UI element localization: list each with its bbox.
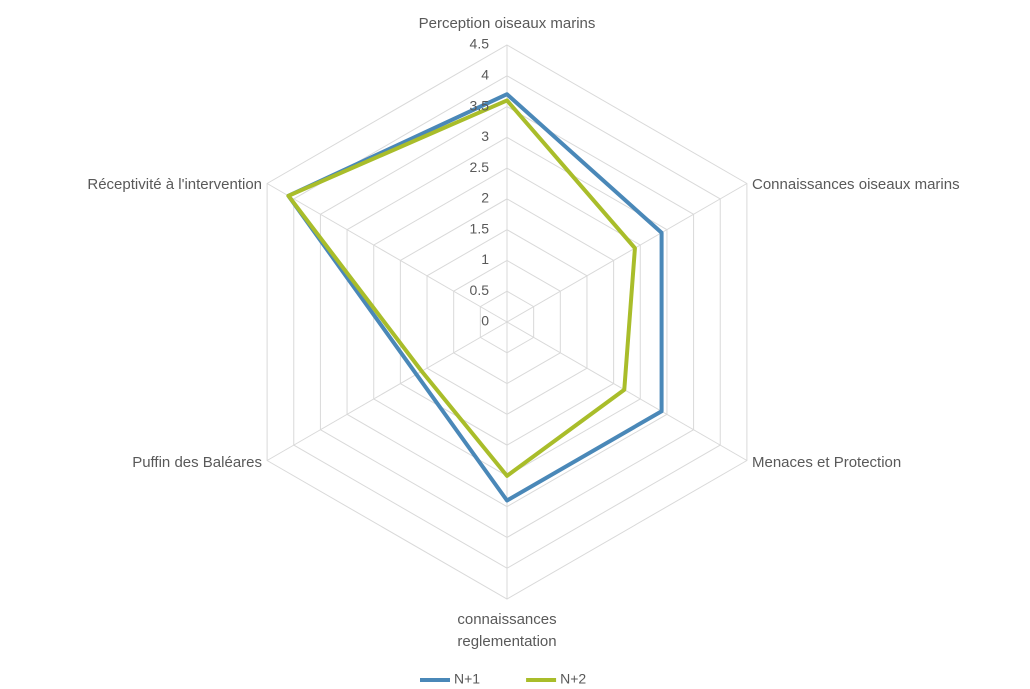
- y-tick-label: 0.5: [470, 282, 490, 298]
- spoke: [506, 183, 748, 323]
- category-label: Réceptivité à l'intervention: [87, 176, 262, 193]
- category-label: Perception oiseaux marins: [418, 15, 596, 32]
- legend-label: N+2: [560, 671, 586, 687]
- spoke: [266, 183, 508, 323]
- y-tick-label: 2.5: [470, 159, 490, 175]
- legend-label: N+1: [454, 671, 480, 687]
- y-tick-label: 1: [481, 251, 489, 267]
- y-tick-label: 4.5: [470, 36, 490, 52]
- spoke: [266, 321, 508, 461]
- y-tick-label: 4: [481, 66, 489, 82]
- y-tick-label: 3.5: [470, 97, 490, 113]
- series-line: [286, 98, 637, 478]
- spoke: [506, 321, 748, 461]
- category-label: Menaces et Protection: [752, 454, 902, 471]
- category-label: Puffin des Baléares: [132, 454, 262, 471]
- y-tick-label: 3: [481, 128, 489, 144]
- y-tick-label: 2: [481, 190, 489, 206]
- category-label: Connaissances oiseaux marins: [752, 176, 960, 193]
- y-tick-label: 1.5: [470, 220, 490, 236]
- category-label: connaissances reglementation: [457, 611, 557, 650]
- y-tick-label: 0: [481, 313, 489, 329]
